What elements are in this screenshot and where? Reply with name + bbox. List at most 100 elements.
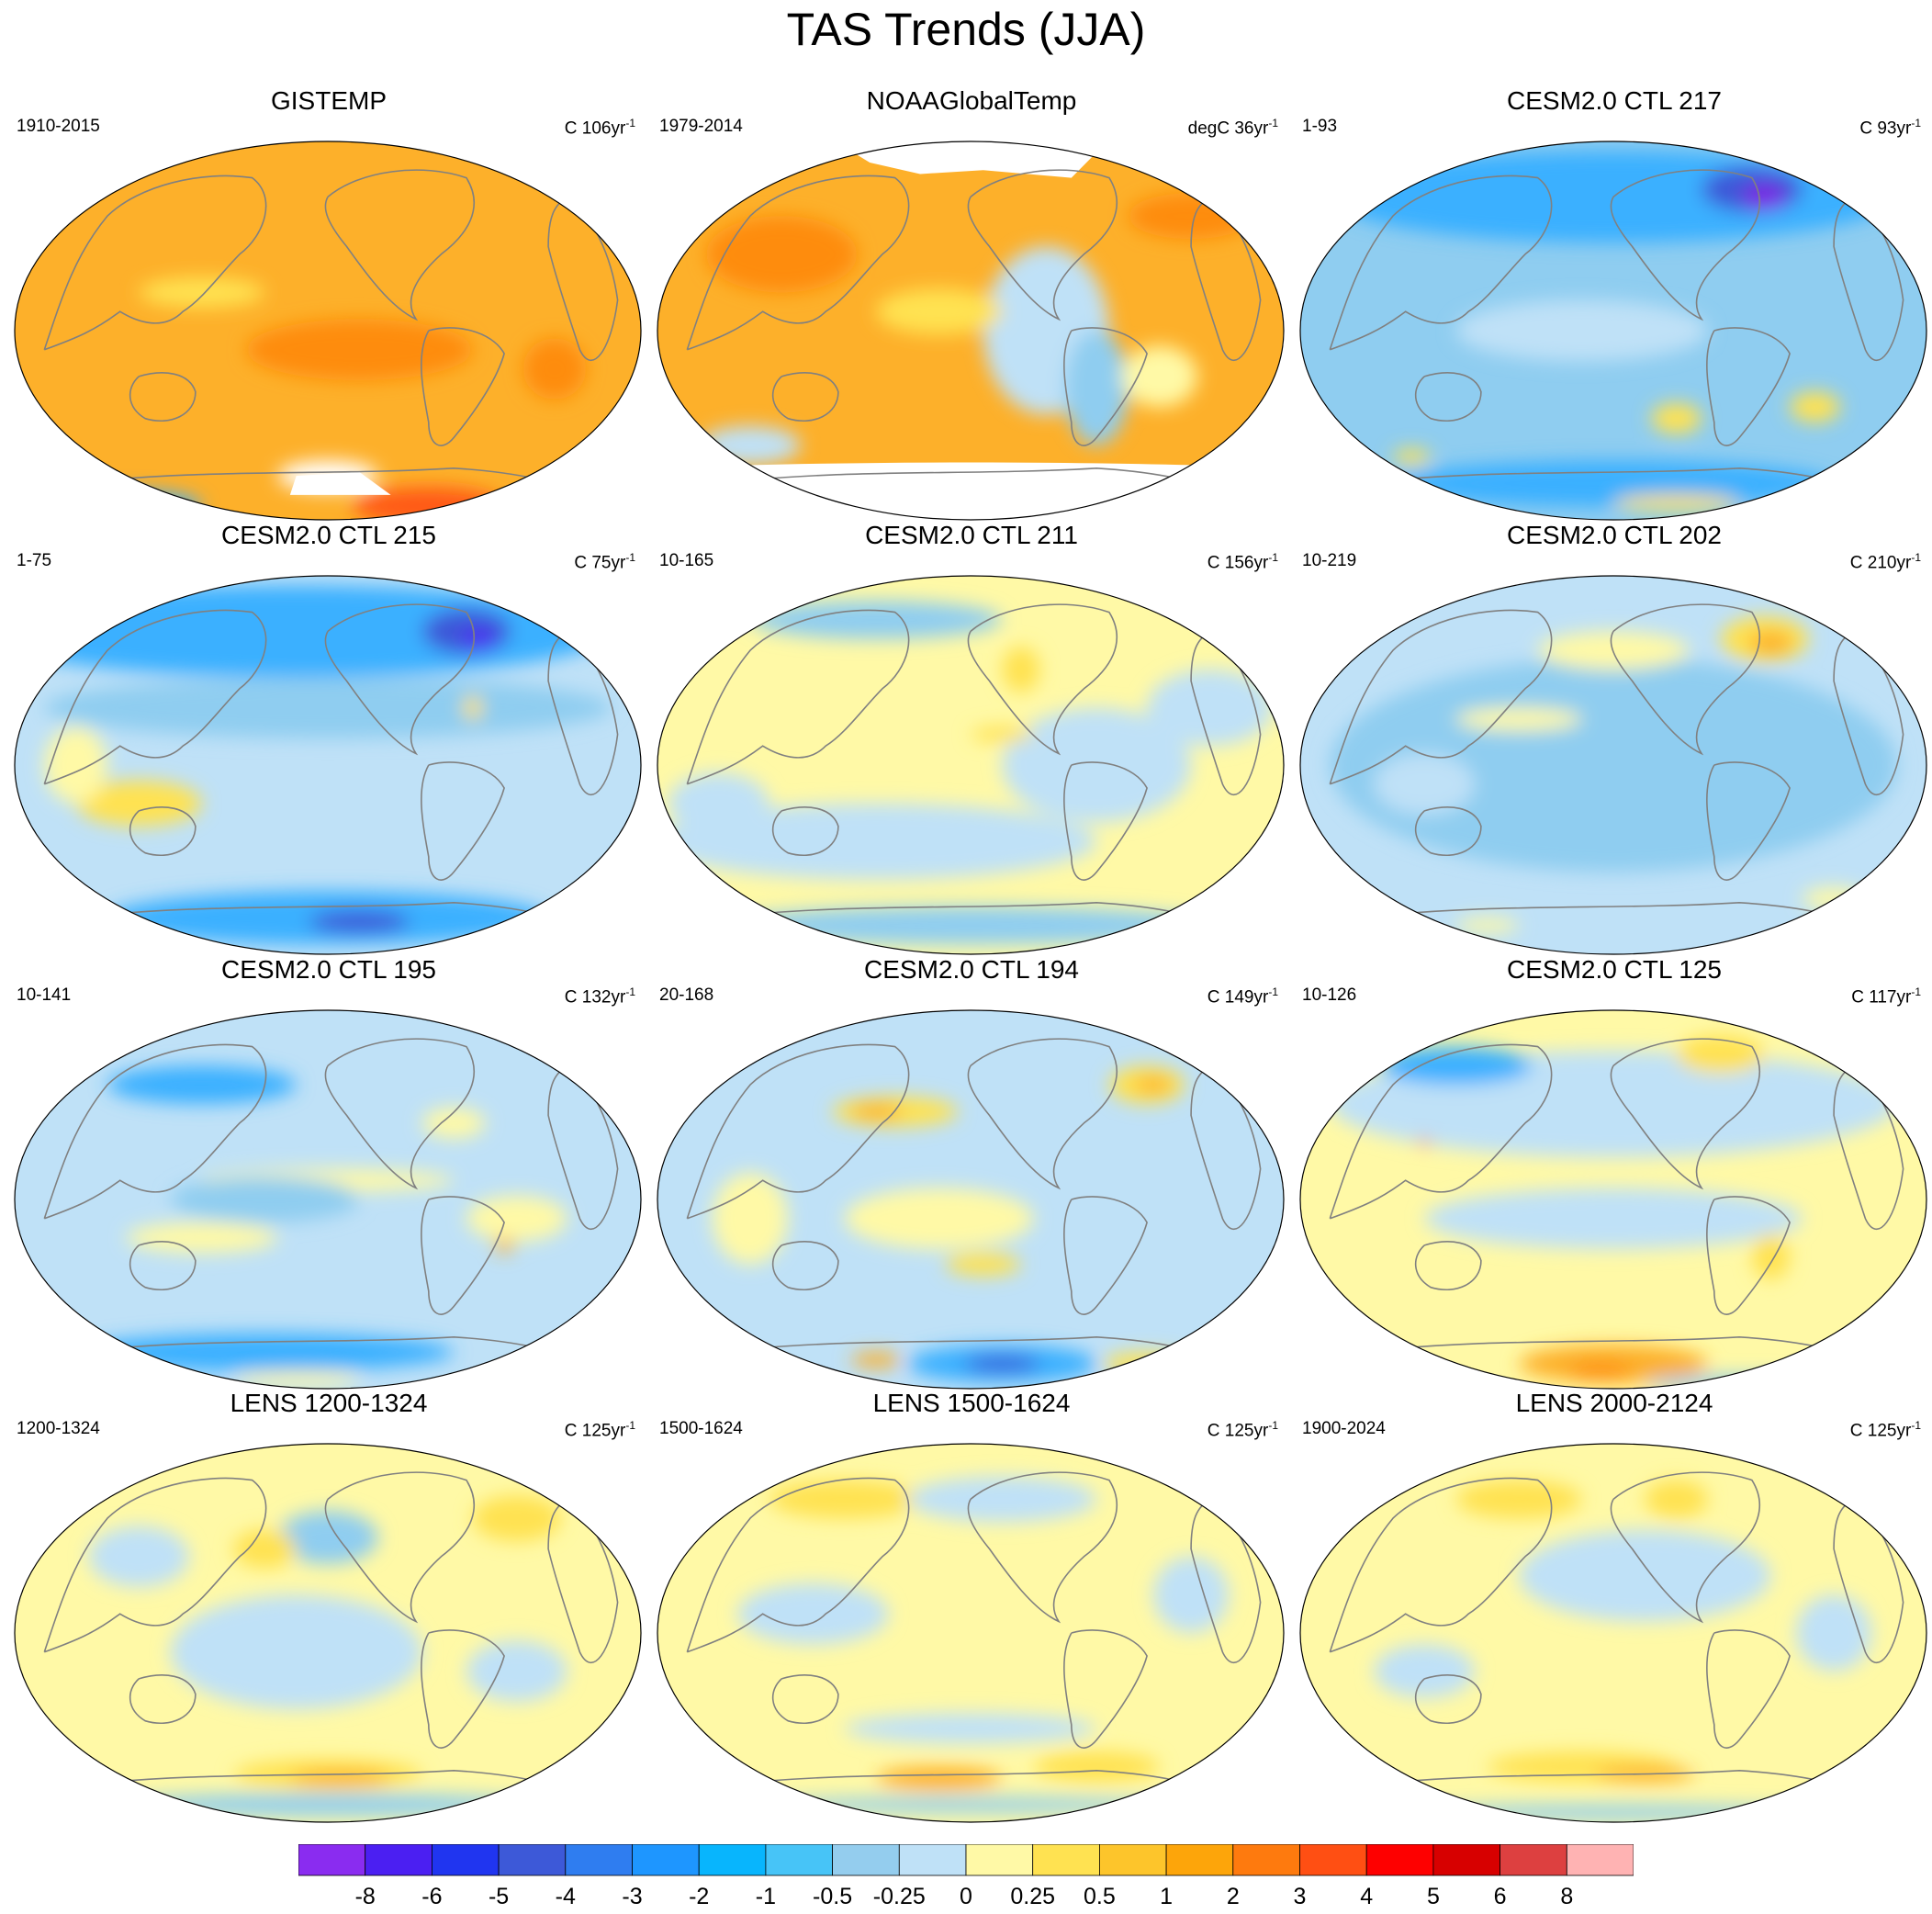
- coastline: [1706, 761, 1791, 881]
- map-6: [1299, 575, 1927, 955]
- trend-anomaly-region: [75, 780, 202, 827]
- map-border: [14, 1443, 642, 1823]
- coastline: [1063, 1629, 1148, 1749]
- panel-period: 10-219: [1302, 551, 1357, 570]
- units-exponent: -1: [1268, 117, 1278, 129]
- panel-period: 1910-2015: [17, 117, 100, 136]
- missing-data-mask: [289, 471, 391, 495]
- panel-period: 20-168: [659, 985, 714, 1005]
- units-text: C 125yr: [564, 1421, 626, 1441]
- colorbar-swatch: [965, 1844, 1034, 1876]
- colorbar-tick-label: -8: [354, 1884, 376, 1909]
- units-text: C 106yr: [564, 118, 626, 139]
- trend-anomaly-region: [1455, 707, 1582, 731]
- trend-anomaly-region: [1795, 1594, 1872, 1672]
- units-exponent: -1: [625, 985, 635, 998]
- coastline: [421, 1629, 505, 1749]
- trend-anomaly-region: [1121, 345, 1197, 408]
- map-border: [1299, 1443, 1927, 1823]
- trend-anomaly-region: [522, 338, 587, 400]
- trend-anomaly-region: [245, 319, 473, 381]
- coastline: [1414, 1674, 1482, 1725]
- panel-period: 10-165: [659, 551, 714, 570]
- coastline: [686, 175, 910, 351]
- units-exponent: -1: [1911, 1419, 1921, 1432]
- trend-anomaly-region: [657, 803, 1097, 880]
- trend-anomaly-region: [460, 627, 499, 651]
- colorbar-tick-label: 6: [1493, 1884, 1507, 1909]
- panel-units: C 117yr-1: [1851, 981, 1921, 1008]
- panel-period: 10-141: [17, 985, 72, 1005]
- trend-anomaly-region: [1676, 1035, 1765, 1074]
- map-panel-3: CESM2.0 CTL 217 1-93 C 93yr-1: [1293, 84, 1932, 521]
- trend-anomaly-region: [170, 1177, 360, 1222]
- units-text: C 117yr: [1851, 987, 1912, 1008]
- units-exponent: -1: [1911, 551, 1921, 564]
- coastline: [1833, 630, 1904, 796]
- colorbar-swatch: [698, 1844, 767, 1876]
- panel-title: NOAAGlobalTemp: [866, 86, 1077, 115]
- coastline: [129, 372, 197, 422]
- trend-anomaly-region: [712, 1172, 789, 1265]
- colorbar-swatch: [431, 1844, 500, 1876]
- trend-anomaly-region: [1742, 183, 1787, 210]
- colorbar-tick-label: 0.5: [1084, 1884, 1116, 1909]
- units-exponent: -1: [625, 551, 635, 564]
- colorbar-swatch: [1232, 1844, 1300, 1876]
- trend-anomaly-region: [170, 1594, 422, 1710]
- coastline: [1063, 1196, 1148, 1315]
- trend-anomaly-region: [850, 1352, 902, 1368]
- trend-anomaly-region: [737, 1582, 889, 1645]
- coastline: [686, 1043, 910, 1220]
- map-border: [657, 1443, 1285, 1823]
- panel-title: CESM2.0 CTL 202: [1507, 521, 1722, 549]
- panel-title: CESM2.0 CTL 211: [865, 521, 1078, 549]
- coastline: [1833, 196, 1904, 362]
- colorbar-tick-label: -2: [689, 1884, 710, 1909]
- colorbar-tick-label: 4: [1360, 1884, 1374, 1909]
- map-border: [14, 575, 642, 955]
- trend-anomaly-region: [466, 1640, 567, 1702]
- coastline: [43, 609, 267, 785]
- panel-period: 1200-1324: [17, 1419, 100, 1438]
- trend-anomaly-region: [1374, 1644, 1476, 1698]
- panel-units: C 149yr-1: [1208, 981, 1278, 1008]
- trend-anomaly-region: [1455, 299, 1708, 362]
- map-11: [657, 1443, 1285, 1823]
- coastline: [1610, 1471, 1761, 1624]
- trend-anomaly-region: [51, 490, 202, 520]
- colorbar-swatch: [1299, 1844, 1367, 1876]
- coastline: [129, 1241, 197, 1291]
- coastline: [1329, 175, 1553, 351]
- trend-anomaly-region: [1424, 1188, 1803, 1250]
- colorbar-tick-label: -0.5: [813, 1884, 853, 1909]
- coastline: [1610, 1038, 1761, 1190]
- trend-anomaly-region: [769, 1480, 921, 1519]
- coastline: [129, 1674, 197, 1725]
- coastline: [967, 169, 1118, 321]
- colorbar-swatch: [1500, 1844, 1567, 1876]
- panel-units: degC 36yr-1: [1188, 112, 1278, 140]
- colorbar-swatch: [765, 1844, 833, 1876]
- trend-anomaly-region: [1033, 1751, 1160, 1783]
- map-panel-2: NOAAGlobalTemp 1979-2014 degC 36yr-1: [650, 84, 1293, 521]
- units-text: C 75yr: [574, 553, 626, 573]
- map-1: [14, 141, 642, 521]
- colorbar-swatch: [498, 1844, 567, 1876]
- trend-anomaly-region: [876, 1766, 1003, 1790]
- trend-anomaly-region: [1374, 753, 1476, 816]
- map-border: [1299, 141, 1927, 521]
- missing-data-mask: [832, 141, 1109, 178]
- trend-anomaly-region: [1651, 403, 1702, 434]
- panel-period: 10-126: [1302, 985, 1357, 1005]
- map-9: [1299, 1009, 1927, 1390]
- coastline: [1414, 1241, 1482, 1291]
- trend-anomaly-region: [1645, 1480, 1708, 1519]
- coastline: [324, 169, 476, 321]
- trend-anomaly-region: [1392, 1805, 1835, 1820]
- trend-anomaly-region: [907, 1476, 1097, 1523]
- panel-period: 1979-2014: [659, 117, 743, 136]
- trend-anomaly-region: [850, 1104, 902, 1120]
- coastline: [686, 609, 910, 785]
- trend-anomaly-region: [749, 1796, 1192, 1813]
